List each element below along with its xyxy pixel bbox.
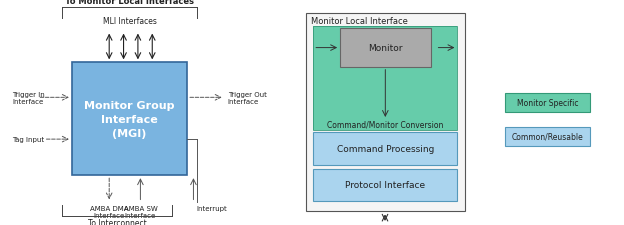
Text: To Interconnect: To Interconnect (87, 218, 147, 225)
Bar (313, 32, 335, 63)
Bar (505, 127, 590, 146)
Bar (505, 93, 590, 112)
Bar (72, 63, 187, 176)
Text: To Monitor Local Interfaces: To Monitor Local Interfaces (65, 0, 194, 6)
Text: Trigger In
Interface: Trigger In Interface (12, 91, 45, 104)
Bar (313, 133, 457, 165)
Text: Common/Reusable: Common/Reusable (512, 132, 583, 141)
Bar (306, 14, 465, 211)
Bar (313, 27, 457, 130)
Text: Command Processing: Command Processing (336, 145, 434, 153)
Text: Monitor Group
Interface
(MGI): Monitor Group Interface (MGI) (84, 100, 175, 138)
Text: Command/Monitor Conversion: Command/Monitor Conversion (327, 120, 444, 129)
Text: Protocol Interface: Protocol Interface (345, 181, 426, 189)
Text: AMBA SW
Interface: AMBA SW Interface (124, 205, 157, 218)
Bar (340, 29, 431, 68)
Text: Monitor Specific: Monitor Specific (517, 99, 578, 107)
Text: Monitor: Monitor (368, 44, 402, 53)
Text: AMBA DMA
Interface: AMBA DMA Interface (90, 205, 129, 218)
Bar (313, 27, 457, 130)
Text: Monitor Local Interface: Monitor Local Interface (311, 17, 407, 26)
Text: MLI Interfaces: MLI Interfaces (102, 17, 157, 26)
Bar (436, 32, 457, 63)
Text: Tag Input: Tag Input (12, 137, 44, 142)
Text: Interrupt: Interrupt (197, 205, 227, 211)
Bar (313, 169, 457, 201)
Text: Trigger Out
Interface: Trigger Out Interface (228, 91, 266, 104)
